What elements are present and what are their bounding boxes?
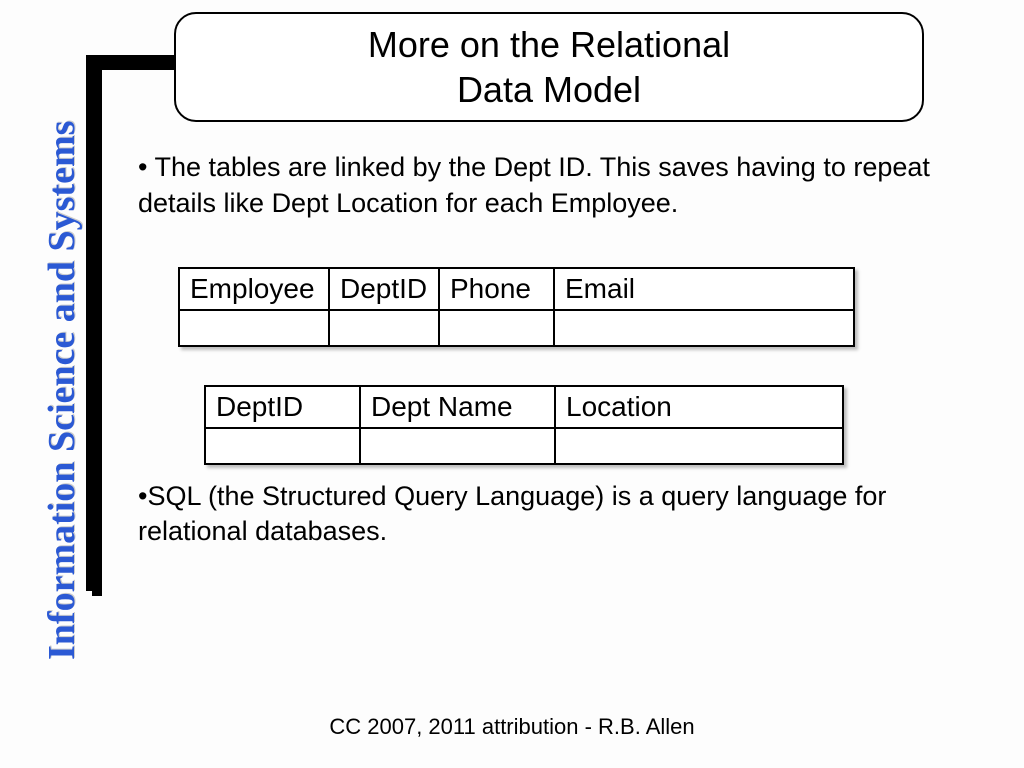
col-location: Location <box>555 386 843 428</box>
slide-title-box: More on the Relational Data Model <box>174 12 924 122</box>
col-deptid: DeptID <box>205 386 360 428</box>
col-employee: Employee <box>179 268 329 310</box>
slide-title-line2: Data Model <box>457 67 641 112</box>
footer-attribution: CC 2007, 2011 attribution - R.B. Allen <box>0 714 1024 740</box>
sidebar-title: Information Science and Systems <box>40 121 84 660</box>
bullet-text-1: • The tables are linked by the Dept ID. … <box>138 150 948 221</box>
frame-bar-top <box>92 60 182 70</box>
col-deptid: DeptID <box>329 268 439 310</box>
table-row <box>179 310 854 346</box>
col-deptname: Dept Name <box>360 386 555 428</box>
slide-title-line1: More on the Relational <box>368 22 730 67</box>
frame-bar-left <box>92 66 102 596</box>
col-email: Email <box>554 268 854 310</box>
bullet-text-2: •SQL (the Structured Query Language) is … <box>138 479 948 549</box>
table-header-row: DeptID Dept Name Location <box>205 386 843 428</box>
table-header-row: Employee DeptID Phone Email <box>179 268 854 310</box>
col-phone: Phone <box>439 268 554 310</box>
slide-body: • The tables are linked by the Dept ID. … <box>138 150 948 549</box>
employee-table: Employee DeptID Phone Email <box>178 267 855 347</box>
table-row <box>205 428 843 464</box>
dept-table: DeptID Dept Name Location <box>204 385 844 465</box>
